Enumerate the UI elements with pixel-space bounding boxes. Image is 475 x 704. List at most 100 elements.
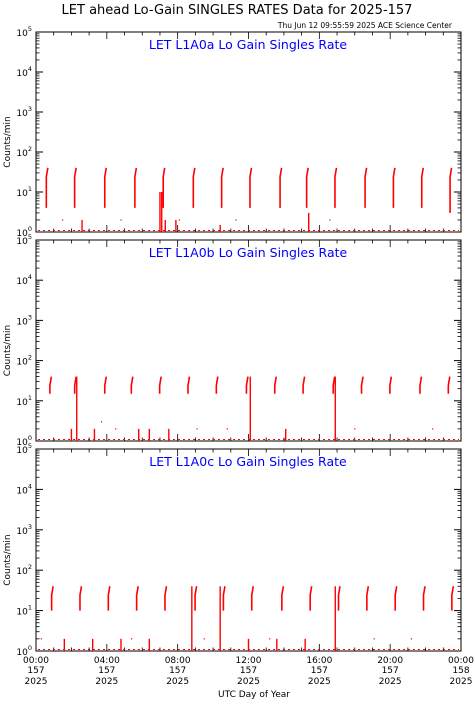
burst-mark xyxy=(245,376,249,394)
x-axis: 00:00157202504:00157202508:00157202512:0… xyxy=(23,656,474,687)
data-point xyxy=(354,428,356,430)
burst-mark xyxy=(50,586,54,611)
y-tick-base: 10 xyxy=(16,277,28,287)
burst-mark xyxy=(215,376,219,394)
burst-mark xyxy=(162,167,166,208)
burst-mark xyxy=(449,167,453,213)
x-tick-year: 2025 xyxy=(25,677,48,687)
data-point xyxy=(100,421,103,423)
data-point xyxy=(38,219,41,221)
y-axis-label: Counts/min xyxy=(3,534,13,585)
timestamp-label: Thu Jun 12 09:55:59 2025 ACE Science Cen… xyxy=(277,21,453,30)
x-tick-doy: 157 xyxy=(240,666,257,676)
y-tick-base: 10 xyxy=(16,486,28,496)
y-tick-exp: 2 xyxy=(28,563,32,571)
burst-mark xyxy=(73,167,77,208)
burst-mark xyxy=(309,586,313,611)
burst-mark xyxy=(394,586,398,611)
y-tick-label: 101 xyxy=(16,604,32,618)
y-tick-label: 102 xyxy=(16,563,32,577)
burst-mark xyxy=(447,376,451,394)
data-point xyxy=(120,219,122,221)
y-tick-base: 10 xyxy=(16,358,28,368)
burst-mark xyxy=(366,586,370,611)
y-tick-label: 105 xyxy=(16,25,32,39)
y-tick-base: 10 xyxy=(16,29,28,39)
burst-mark xyxy=(194,586,198,611)
y-tick-exp: 0 xyxy=(28,225,32,233)
y-tick-label: 103 xyxy=(16,313,32,327)
burst-mark xyxy=(103,167,108,208)
x-tick-time: 04:00 xyxy=(94,656,120,666)
x-tick-year: 2025 xyxy=(166,677,189,687)
burst-mark xyxy=(364,167,368,208)
burst-mark xyxy=(334,167,338,208)
data-point xyxy=(269,638,271,640)
burst-mark xyxy=(249,167,253,208)
x-tick-time: 00:00 xyxy=(23,656,49,666)
burst-mark xyxy=(135,586,139,611)
burst-mark xyxy=(360,376,364,394)
data-point xyxy=(373,638,375,640)
y-tick-base: 10 xyxy=(16,229,28,239)
y-tick-base: 10 xyxy=(16,567,28,577)
x-tick-year: 2025 xyxy=(450,677,473,687)
x-tick-doy: 157 xyxy=(27,666,44,676)
x-tick-year: 2025 xyxy=(237,677,260,687)
data-point xyxy=(226,428,228,430)
burst-mark xyxy=(220,167,224,208)
y-tick-exp: 3 xyxy=(28,105,32,113)
y-tick-label: 104 xyxy=(16,482,32,496)
plot-frame xyxy=(35,448,462,652)
panel-title: LET L1A0c Lo Gain Singles Rate xyxy=(149,454,347,469)
y-tick-label: 105 xyxy=(16,233,32,247)
x-axis-label: UTC Day of Year xyxy=(218,690,290,700)
y-tick-exp: 2 xyxy=(28,354,32,362)
burst-mark xyxy=(79,586,83,611)
x-tick-time: 20:00 xyxy=(377,656,403,666)
y-tick-base: 10 xyxy=(16,527,28,537)
burst-mark xyxy=(419,376,423,394)
y-tick-exp: 4 xyxy=(28,65,32,73)
burst-mark xyxy=(103,376,108,394)
y-tick-base: 10 xyxy=(16,69,28,79)
y-tick-base: 10 xyxy=(16,109,28,119)
burst-mark xyxy=(222,586,226,611)
burst-mark xyxy=(332,376,336,394)
x-tick-year: 2025 xyxy=(308,677,331,687)
page-title: LET ahead Lo-Gain SINGLES RATES Data for… xyxy=(62,3,413,18)
burst-mark xyxy=(192,167,196,208)
burst-mark xyxy=(130,376,134,394)
y-tick-label: 101 xyxy=(16,394,32,408)
y-tick-label: 105 xyxy=(16,442,32,456)
x-tick-time: 08:00 xyxy=(165,656,191,666)
x-tick-doy: 157 xyxy=(382,666,399,676)
panel-title: LET L1A0a Lo Gain Singles Rate xyxy=(149,37,347,52)
panel-title: LET L1A0b Lo Gain Singles Rate xyxy=(149,245,348,260)
burst-mark xyxy=(279,167,283,208)
burst-mark xyxy=(49,376,53,394)
y-tick-base: 10 xyxy=(16,237,28,247)
y-tick-base: 10 xyxy=(16,446,28,456)
x-tick-doy: 157 xyxy=(98,666,115,676)
x-tick-time: 00:00 xyxy=(448,656,474,666)
burst-mark xyxy=(281,586,285,611)
x-tick-doy: 157 xyxy=(169,666,186,676)
data-point xyxy=(235,219,237,221)
y-tick-label: 103 xyxy=(16,105,32,119)
data-point xyxy=(329,219,331,221)
y-tick-base: 10 xyxy=(16,189,28,199)
burst-mark xyxy=(164,586,168,611)
burst-mark xyxy=(273,376,278,394)
burst-mark xyxy=(337,586,341,611)
y-tick-exp: 3 xyxy=(28,523,32,531)
burst-mark xyxy=(73,376,77,394)
y-tick-label: 102 xyxy=(16,145,32,159)
burst-mark xyxy=(302,376,306,394)
y-tick-base: 10 xyxy=(16,398,28,408)
